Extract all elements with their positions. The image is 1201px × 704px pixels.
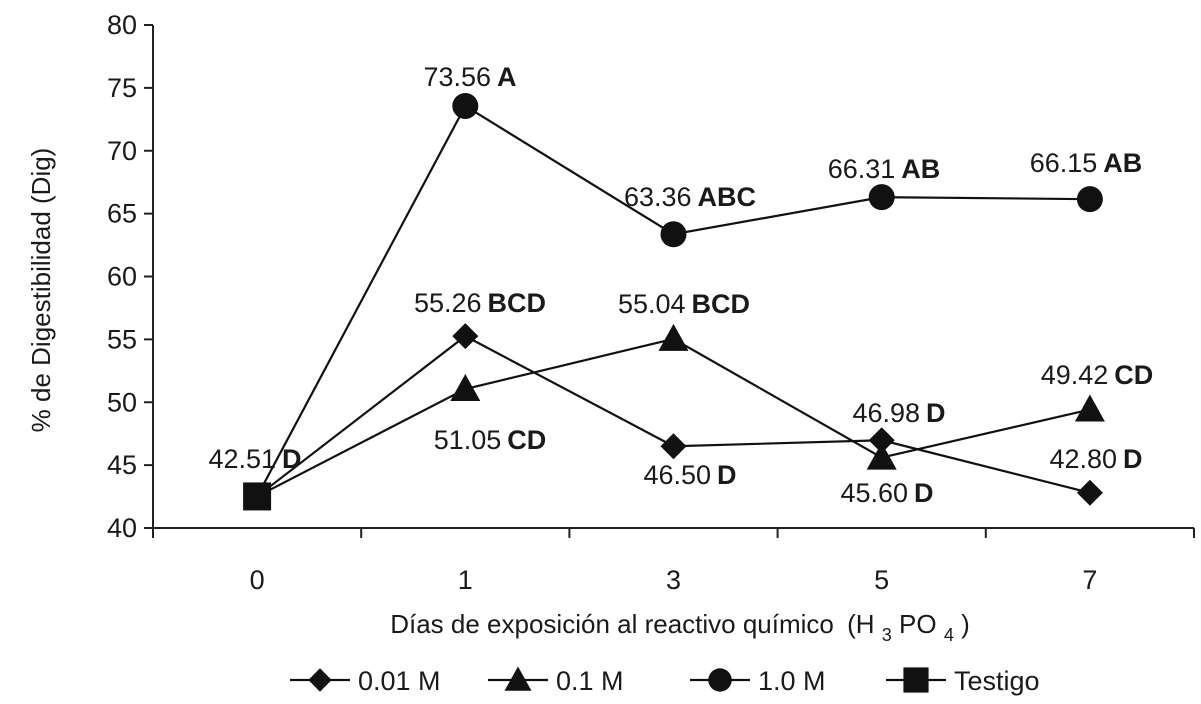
- legend: 0.01 M 0.1 M 1.0 M Testigo: [290, 666, 1040, 696]
- data-label-value: 42.51: [208, 444, 276, 474]
- data-label: 55.04 BCD: [618, 289, 750, 319]
- x-axis-title-formula-close: ): [961, 609, 970, 639]
- legend-item: 1.0 M: [690, 666, 826, 696]
- data-label-value: 42.80: [1049, 444, 1117, 474]
- data-label-group: BCD: [692, 289, 751, 319]
- y-axis-title: % de Digestibilidad (Dig): [26, 148, 56, 433]
- series-triangle: [256, 323, 1105, 498]
- data-label-group: CD: [1114, 360, 1153, 390]
- data-point-diamond: [660, 433, 687, 460]
- data-label-value: 49.42: [1041, 360, 1109, 390]
- x-axis-title-text: Días de exposición al reactivo químico: [390, 609, 834, 639]
- data-label-value: 55.04: [618, 289, 686, 319]
- data-label: 46.98 D: [852, 398, 945, 428]
- y-tick-label: 50: [107, 387, 137, 417]
- data-point-diamond: [1076, 479, 1103, 506]
- legend-marker-square: [903, 667, 929, 693]
- data-label: 49.42 CD: [1041, 360, 1154, 390]
- x-tick-label: 1: [458, 565, 473, 595]
- data-point-diamond: [452, 323, 479, 350]
- data-point-triangle: [866, 442, 897, 470]
- data-label-group: AB: [901, 154, 940, 184]
- y-tick-label: 55: [107, 324, 137, 354]
- data-label-value: 46.98: [852, 398, 920, 428]
- data-label-value: 63.36: [624, 182, 692, 212]
- legend-item: Testigo: [886, 666, 1040, 696]
- y-tick-label: 60: [107, 262, 137, 292]
- data-label-group: CD: [507, 425, 546, 455]
- data-label-value: 51.05: [434, 425, 502, 455]
- data-label: 42.51 D: [208, 444, 301, 474]
- y-tick-label: 75: [107, 73, 137, 103]
- data-label: 73.56 A: [423, 62, 516, 92]
- data-label-group: D: [717, 460, 737, 490]
- data-point-square: [243, 482, 272, 511]
- data-label-group: BCD: [488, 288, 547, 318]
- y-tick-label: 45: [107, 450, 137, 480]
- series-circle: [256, 92, 1103, 497]
- legend-marker-diamond: [308, 668, 332, 692]
- x-tick-label: 5: [874, 565, 889, 595]
- data-label-group: AB: [1103, 148, 1142, 178]
- data-label: 63.36 ABC: [624, 182, 756, 212]
- x-axis-title-formula-open: (H: [847, 609, 874, 639]
- series-group: [243, 92, 1105, 511]
- x-tick-label: 0: [250, 565, 265, 595]
- data-label: 66.15 AB: [1030, 148, 1143, 178]
- data-label-value: 45.60: [840, 478, 908, 508]
- data-label-group: D: [914, 478, 934, 508]
- data-point-triangle: [1074, 394, 1105, 422]
- data-label: 46.50 D: [643, 460, 736, 490]
- legend-label: 0.1 M: [556, 666, 624, 696]
- legend-marker-triangle: [504, 666, 532, 691]
- x-axis-title-formula-mid: PO: [899, 609, 937, 639]
- data-point-triangle: [658, 323, 689, 351]
- data-point-diamond: [868, 427, 895, 454]
- legend-item: 0.1 M: [488, 666, 624, 696]
- series-square: [243, 482, 272, 511]
- x-axis-title-formula-sub2: 4: [944, 625, 954, 645]
- data-label-group: A: [497, 62, 517, 92]
- data-label-value: 46.50: [643, 460, 711, 490]
- y-tick-label: 40: [107, 513, 137, 543]
- data-point-circle: [1076, 186, 1103, 213]
- y-tick-label: 80: [107, 10, 137, 40]
- x-axis-title: Días de exposición al reactivo químico (…: [390, 609, 970, 647]
- data-label-group: D: [1123, 444, 1143, 474]
- data-label-group: D: [926, 398, 946, 428]
- data-label-value: 66.31: [828, 154, 896, 184]
- axes: [144, 24, 1195, 538]
- data-point-circle: [452, 92, 479, 119]
- data-label-group: D: [282, 444, 302, 474]
- tick-labels: 40 45 50 55 60 65 70 75 80 0 1 3 5 7: [107, 10, 1097, 595]
- data-point-triangle: [450, 374, 481, 402]
- data-label-value: 73.56: [423, 62, 491, 92]
- data-label-value: 55.26: [414, 288, 482, 318]
- legend-marker-circle: [708, 668, 732, 692]
- data-point-circle: [660, 221, 687, 248]
- data-label: 42.80 D: [1049, 444, 1142, 474]
- legend-label: 0.01 M: [358, 666, 441, 696]
- data-label: 66.31 AB: [828, 154, 941, 184]
- data-point-circle: [868, 184, 895, 211]
- x-tick-label: 7: [1082, 565, 1097, 595]
- legend-item: 0.01 M: [290, 666, 441, 696]
- y-tick-label: 65: [107, 199, 137, 229]
- x-axis-title-formula-sub1: 3: [882, 625, 892, 645]
- x-tick-label: 3: [666, 565, 681, 595]
- y-tick-label: 70: [107, 136, 137, 166]
- legend-label: 1.0 M: [758, 666, 826, 696]
- data-label: 55.26 BCD: [414, 288, 546, 318]
- data-label: 45.60 D: [840, 478, 933, 508]
- series-diamond: [256, 323, 1103, 506]
- data-label: 51.05 CD: [434, 425, 547, 455]
- data-label-group: ABC: [698, 182, 757, 212]
- data-label-value: 66.15: [1030, 148, 1098, 178]
- legend-label: Testigo: [954, 666, 1040, 696]
